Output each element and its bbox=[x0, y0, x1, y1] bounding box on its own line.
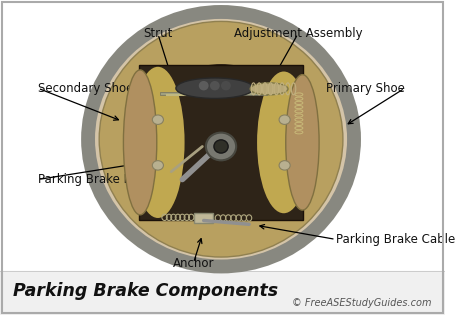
Ellipse shape bbox=[131, 67, 184, 218]
Text: Parking Brake Cable: Parking Brake Cable bbox=[336, 233, 455, 246]
Text: Parking Brake Lever: Parking Brake Lever bbox=[38, 173, 156, 186]
Ellipse shape bbox=[286, 75, 319, 210]
Ellipse shape bbox=[199, 81, 209, 90]
Ellipse shape bbox=[214, 140, 228, 153]
Ellipse shape bbox=[152, 161, 164, 170]
Bar bbox=[139, 65, 303, 220]
Ellipse shape bbox=[139, 65, 303, 220]
Ellipse shape bbox=[279, 161, 290, 170]
Ellipse shape bbox=[123, 70, 157, 215]
Bar bbox=[0, 0, 445, 277]
Ellipse shape bbox=[88, 12, 354, 266]
Bar bbox=[0, 272, 445, 315]
Text: Anchor: Anchor bbox=[173, 257, 214, 270]
Ellipse shape bbox=[250, 83, 288, 95]
Text: Secondary Shoe: Secondary Shoe bbox=[38, 82, 133, 95]
Ellipse shape bbox=[176, 78, 254, 99]
Ellipse shape bbox=[152, 115, 164, 124]
Ellipse shape bbox=[221, 81, 231, 90]
Text: Strut: Strut bbox=[143, 27, 173, 40]
Ellipse shape bbox=[210, 81, 220, 90]
Text: © FreeASEStudyGuides.com: © FreeASEStudyGuides.com bbox=[292, 298, 431, 308]
Text: Parking Brake Components: Parking Brake Components bbox=[13, 282, 278, 301]
Ellipse shape bbox=[257, 72, 310, 213]
Bar bbox=[160, 92, 267, 94]
Ellipse shape bbox=[206, 133, 236, 160]
Text: Primary Shoe: Primary Shoe bbox=[326, 82, 405, 95]
Bar bbox=[194, 213, 213, 223]
Ellipse shape bbox=[99, 21, 343, 257]
Ellipse shape bbox=[279, 115, 290, 124]
Text: Adjustment Assembly: Adjustment Assembly bbox=[234, 27, 362, 40]
